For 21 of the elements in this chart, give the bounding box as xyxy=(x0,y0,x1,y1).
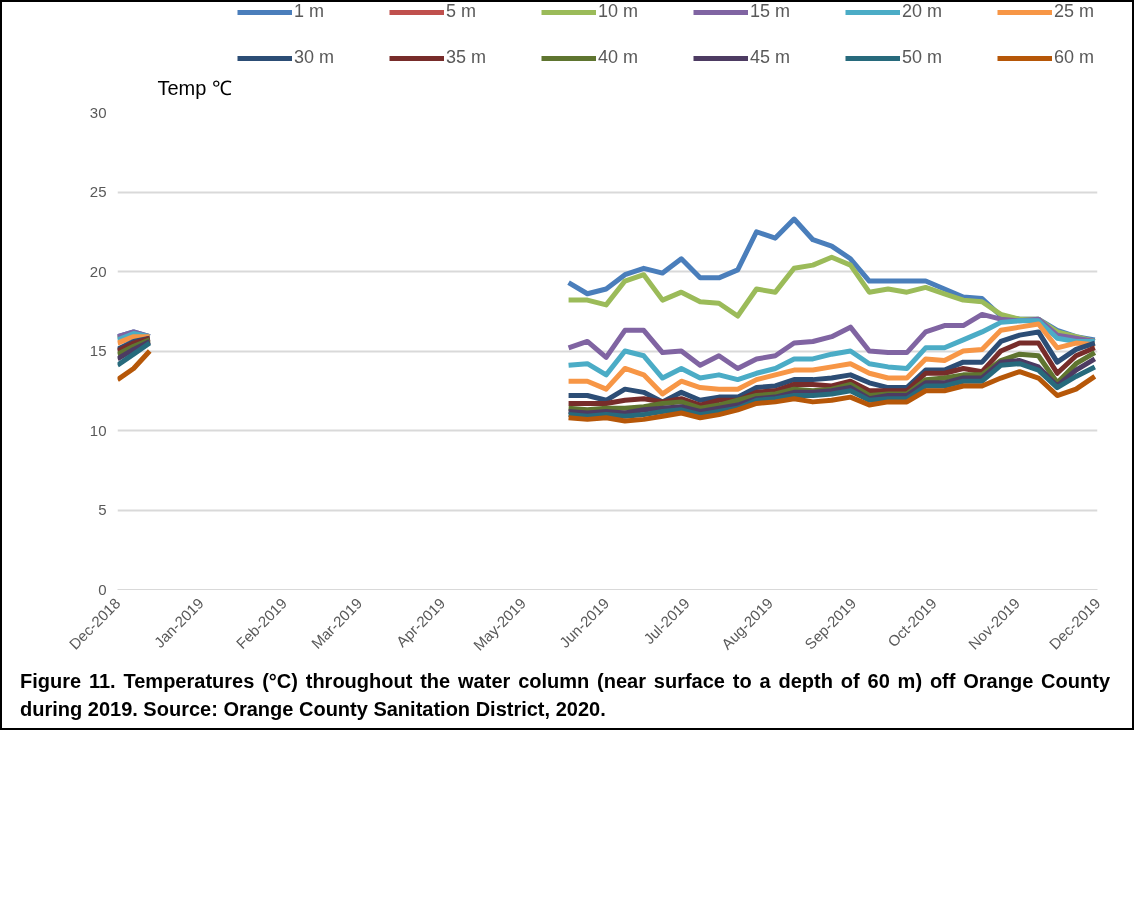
y-axis-title: Temp ℃ xyxy=(157,76,232,99)
legend-label: 40 m xyxy=(598,47,640,68)
legend-label: 20 m xyxy=(902,1,944,22)
legend-label: 1 m xyxy=(294,1,325,22)
legend-label: 60 m xyxy=(1054,47,1096,68)
y-tick-label: 15 xyxy=(89,342,107,359)
legend-label: 5 m xyxy=(446,1,477,22)
y-tick-label: 20 xyxy=(89,262,107,280)
y-tick-label: 30 xyxy=(89,103,107,121)
legend-label: 15 m xyxy=(750,1,792,22)
legend-label: 10 m xyxy=(598,1,640,22)
y-tick-label: 25 xyxy=(89,183,107,200)
legend-label: 35 m xyxy=(446,47,488,68)
y-tick-label: 0 xyxy=(98,580,107,598)
legend-label: 30 m xyxy=(294,47,336,68)
y-tick-label: 10 xyxy=(89,421,107,439)
legend-label: 45 m xyxy=(750,47,792,68)
legend-label: 50 m xyxy=(902,47,944,68)
caption: Figure 11. Temperatures (°C) throughout the water column (near surface to a depth of 60 m) off Orange County during 2019. Source: Orange County Sanitation District, 2020. xyxy=(20,669,1110,722)
y-tick-label: 5 xyxy=(98,501,107,518)
legend-label: 25 m xyxy=(1054,1,1096,22)
